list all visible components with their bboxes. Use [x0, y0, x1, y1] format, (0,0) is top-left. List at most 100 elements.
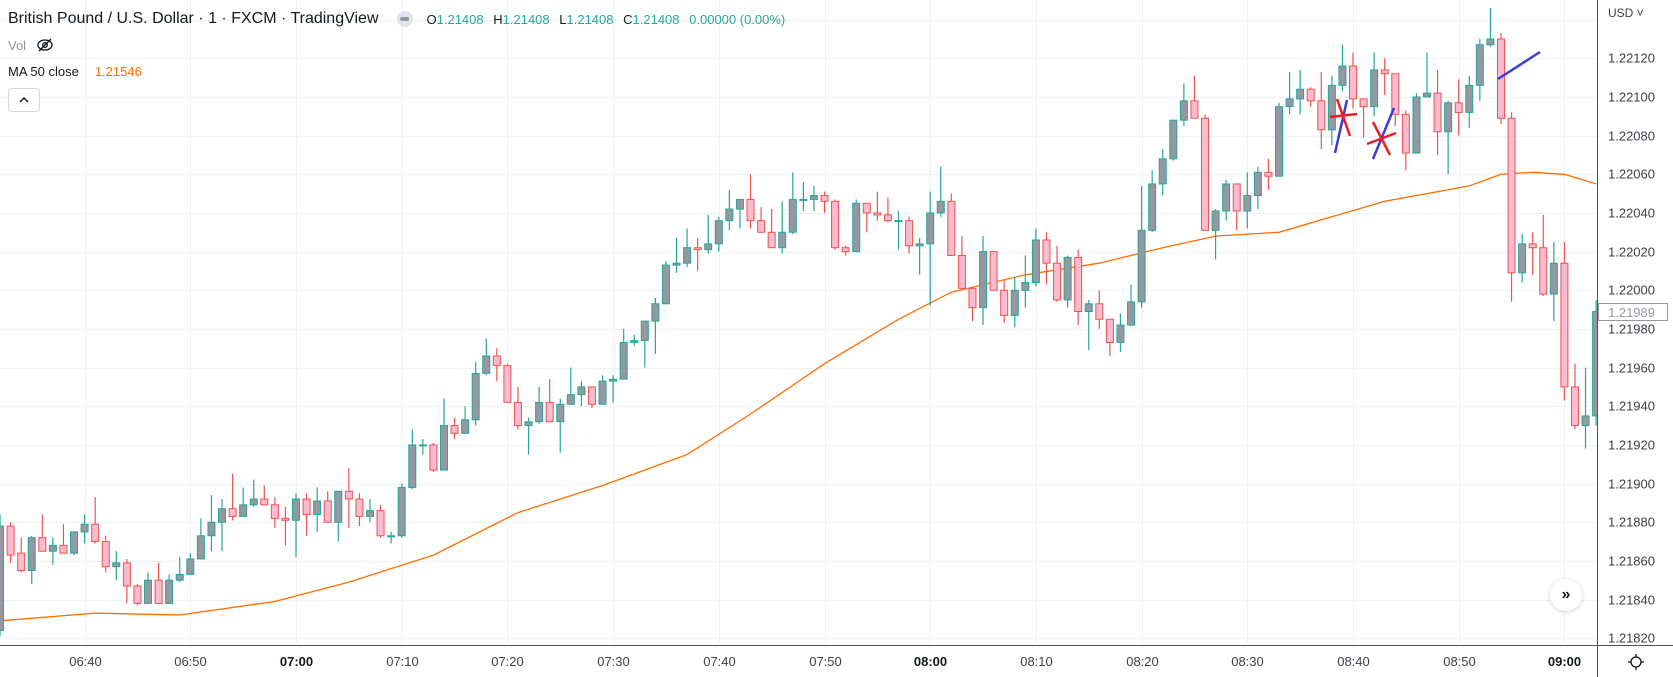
volume-indicator[interactable]: Vol — [8, 34, 791, 56]
candle-body — [1560, 262, 1569, 388]
candle-body — [38, 537, 47, 552]
candle-body — [281, 517, 290, 521]
time-tick-label: 09:00 — [1547, 654, 1582, 669]
trend-line-blue[interactable] — [1497, 50, 1541, 81]
candle-bullish — [70, 531, 79, 556]
candle-bullish — [651, 297, 660, 355]
candle-bullish — [556, 398, 565, 453]
candle-bearish — [1190, 75, 1199, 119]
candle-bullish — [926, 191, 935, 306]
candle-body — [704, 243, 713, 251]
candle-body — [757, 220, 766, 233]
candle-body — [355, 498, 364, 517]
collapse-legend-button[interactable] — [8, 88, 40, 112]
candle-bullish — [1370, 52, 1379, 117]
candle-bearish — [767, 209, 776, 249]
candle-bullish — [1412, 93, 1421, 154]
candle-body — [408, 444, 417, 488]
candle-bullish — [1444, 100, 1453, 175]
candle-body — [778, 231, 787, 249]
candle-body — [714, 220, 723, 245]
eye-off-icon[interactable] — [36, 37, 54, 53]
candle-bullish — [48, 537, 57, 565]
price-axis[interactable]: USD ˅ 1.22120 1.22100 1.22080 1.22060 1.2204… — [1597, 0, 1673, 646]
candle-body — [1264, 171, 1273, 177]
candle-bullish — [144, 572, 153, 604]
currency-dropdown[interactable]: USD ˅ — [1608, 6, 1644, 20]
time-tick-label: 08:20 — [1126, 654, 1159, 669]
candle-bullish — [1084, 299, 1093, 351]
ma-indicator[interactable]: MA 50 close 1.21546 — [8, 60, 791, 82]
candle-bearish — [228, 473, 237, 521]
candle-body — [989, 251, 998, 291]
candle-bearish — [1391, 73, 1400, 126]
grid-lines — [0, 0, 1597, 645]
candle-body — [1296, 88, 1305, 100]
candle-bullish — [1581, 367, 1590, 449]
candle-bullish — [1465, 75, 1474, 128]
candle-body — [735, 198, 744, 210]
candle-body — [513, 401, 522, 427]
candle-bearish — [17, 537, 26, 573]
candle-bullish — [334, 490, 343, 542]
double-chevron-right-icon: » — [1561, 586, 1571, 603]
candle-bullish — [1222, 180, 1231, 221]
candle-bearish — [122, 558, 131, 604]
chevron-up-icon — [19, 97, 29, 103]
candle-body — [461, 419, 470, 434]
price-tick-label: 1.22120 — [1608, 50, 1655, 66]
candle-body — [1116, 324, 1125, 343]
candle-body — [1433, 92, 1442, 133]
candle-bullish — [894, 211, 903, 250]
trend-line-blue[interactable] — [1333, 99, 1349, 154]
candle-body — [1201, 117, 1210, 231]
cross-mark-red[interactable] — [1335, 98, 1352, 137]
candle-bullish — [207, 495, 216, 552]
candle-bullish — [387, 531, 396, 544]
candle-body — [640, 320, 649, 342]
candle-body — [1253, 171, 1262, 197]
cross-mark-red[interactable] — [1329, 112, 1358, 119]
price-chart[interactable] — [0, 0, 1597, 645]
candle-body — [492, 355, 501, 367]
candle-bullish — [524, 417, 533, 455]
chart-settings-button[interactable] — [1597, 645, 1673, 677]
candle-body — [725, 208, 734, 222]
candle-bearish — [820, 191, 829, 213]
candle-bullish — [439, 398, 448, 471]
candle-body — [1053, 262, 1062, 301]
candle-body — [1518, 243, 1527, 274]
time-tick-label: 08:10 — [1020, 654, 1053, 669]
symbol-title[interactable]: British Pound / U.S. Dollar · 1 · FXCM ·… — [8, 10, 379, 27]
user-drawings[interactable] — [1329, 50, 1541, 160]
candle-body — [1285, 98, 1294, 108]
candle-bullish — [1169, 119, 1178, 161]
candle-bullish — [196, 518, 205, 560]
time-axis[interactable]: 06:40 06:50 07:00 07:10 07:20 07:30 07:40 07:50… — [0, 645, 1597, 677]
candle-body — [1211, 210, 1220, 231]
candle-body — [429, 444, 438, 471]
candle-bearish — [1232, 183, 1241, 231]
candle-body — [852, 202, 861, 253]
cross-mark-red[interactable] — [1366, 131, 1397, 146]
candle-body — [1401, 113, 1410, 154]
scroll-to-realtime-button[interactable]: » — [1550, 579, 1582, 611]
candle-body — [598, 380, 607, 405]
candle-bullish — [461, 406, 470, 434]
hide-legend-button[interactable] — [396, 11, 413, 27]
candle-body — [1570, 386, 1579, 427]
candle-body — [683, 247, 692, 264]
candle-bearish — [1074, 249, 1083, 326]
candle-bearish — [587, 386, 596, 409]
candle-body — [418, 444, 427, 447]
candle-body — [831, 200, 840, 249]
candle-body — [122, 562, 131, 587]
candle-bullish — [1148, 170, 1157, 233]
candle-bearish — [302, 493, 311, 536]
candle-bullish — [725, 189, 734, 231]
candle-body — [1000, 289, 1009, 316]
candle-body — [48, 544, 57, 552]
trend-line-blue[interactable] — [1371, 107, 1396, 160]
candle-body — [894, 220, 903, 223]
candle-body — [218, 508, 227, 523]
